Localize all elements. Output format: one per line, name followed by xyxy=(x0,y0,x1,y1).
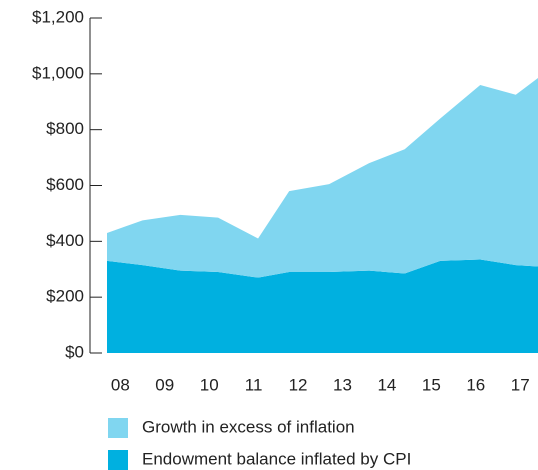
x-tick-label: 08 xyxy=(111,375,130,394)
x-tick-label: 15 xyxy=(422,375,441,394)
x-tick-label: 09 xyxy=(155,375,174,394)
x-tick-label: 17 xyxy=(511,375,530,394)
legend-swatch xyxy=(108,418,128,438)
y-tick-label: $400 xyxy=(46,231,84,250)
area xyxy=(107,78,538,278)
y-tick-label: $800 xyxy=(46,119,84,138)
y-tick-label: $600 xyxy=(46,175,84,194)
x-tick-label: 11 xyxy=(245,375,263,394)
x-tick-label: 16 xyxy=(466,375,485,394)
legend-swatch xyxy=(108,450,128,470)
x-tick-label: 14 xyxy=(377,375,396,394)
area xyxy=(107,259,538,353)
legend-label: Endowment balance inflated by CPI xyxy=(142,449,411,468)
y-tick-label: $0 xyxy=(65,342,84,361)
legend-label: Growth in excess of inflation xyxy=(142,417,355,436)
y-tick-label: $200 xyxy=(46,287,84,306)
x-tick-label: 10 xyxy=(200,375,219,394)
y-tick-label: $1,000 xyxy=(32,63,84,82)
y-tick-label: $1,200 xyxy=(32,7,84,26)
x-tick-label: 12 xyxy=(289,375,308,394)
x-tick-label: 13 xyxy=(333,375,352,394)
